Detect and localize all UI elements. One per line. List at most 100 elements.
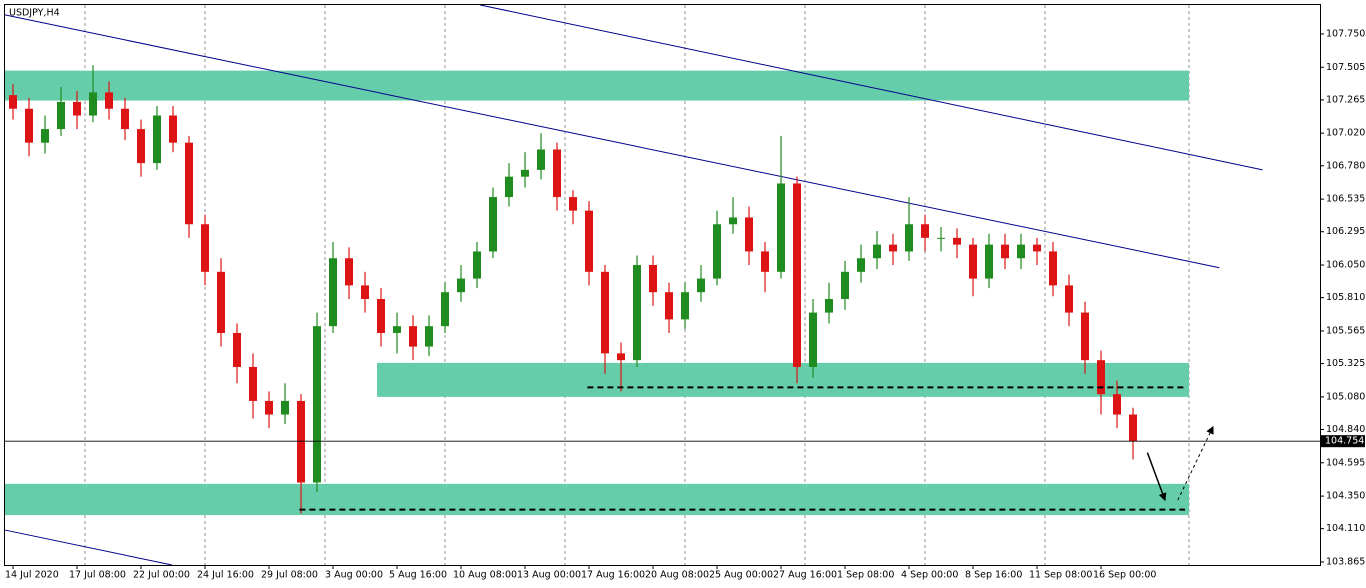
zone [377, 362, 1189, 397]
y-tick-label: 107.265 [1326, 94, 1365, 105]
y-tick-label: 104.350 [1326, 491, 1365, 502]
candle-body [953, 237, 961, 245]
candle-body [393, 326, 401, 333]
x-tick-label: 14 Jul 2020 [5, 570, 59, 581]
candle-body [473, 251, 481, 279]
arrow [1146, 452, 1167, 502]
y-tick-label: 107.750 [1326, 28, 1365, 39]
candle-body [249, 366, 257, 401]
candle-body [25, 108, 33, 143]
candle-body [1081, 312, 1089, 361]
candle-body [489, 197, 497, 252]
layer [4, 4, 1320, 566]
candle-body [633, 265, 641, 361]
candle-body [681, 292, 689, 320]
x-tick-label: 27 Aug 16:00 [773, 570, 837, 581]
candle-body [457, 278, 465, 293]
x-tick-label: 24 Jul 16:00 [197, 570, 254, 581]
y-tick-label: 104.595 [1326, 457, 1365, 468]
candle-body [1113, 394, 1121, 415]
candle-body [873, 244, 881, 259]
x-tick-label: 25 Aug 00:00 [709, 570, 773, 581]
x-tick-label: 20 Aug 08:00 [645, 570, 709, 581]
y-tick-label: 106.295 [1326, 226, 1365, 237]
candle-body [841, 271, 849, 299]
candle-body [409, 326, 417, 347]
candle-body [665, 292, 673, 320]
x-tick-label: 17 Aug 16:00 [581, 570, 645, 581]
candle-body [569, 197, 577, 211]
candle-body [505, 176, 513, 198]
candle-body [169, 115, 177, 143]
trendline [4, 529, 173, 566]
candle-body [761, 251, 769, 272]
x-tick-label: 13 Aug 00:00 [517, 570, 581, 581]
candle-body [649, 265, 657, 293]
candle-body [1017, 244, 1025, 259]
candle-body [777, 183, 785, 272]
candle-body [329, 258, 337, 327]
trendline [480, 4, 1263, 171]
candle-body [89, 92, 97, 116]
candle-body [313, 326, 321, 483]
y-tick-label: 107.505 [1326, 62, 1365, 73]
candle-body [713, 224, 721, 279]
candle-body [1129, 414, 1137, 442]
current-price-box [1321, 435, 1365, 448]
candle-body [297, 400, 305, 483]
candle-body [233, 332, 241, 367]
candle-body [377, 299, 385, 333]
plot-frame [4, 4, 1321, 566]
candle-body [729, 217, 737, 225]
x-tick-label: 22 Jul 00:00 [133, 570, 190, 581]
candle-body [121, 108, 129, 130]
candle-body [1097, 360, 1105, 395]
y-tick-label: 103.865 [1326, 557, 1365, 568]
y-tick-label: 106.780 [1326, 160, 1365, 171]
candle-body [185, 142, 193, 225]
trendline [4, 14, 1220, 269]
candle-body [425, 326, 433, 347]
y-tick-label: 105.325 [1326, 358, 1365, 369]
y-tick-label: 104.840 [1326, 424, 1365, 435]
candle-body [73, 101, 81, 116]
candle-body [857, 258, 865, 272]
candle-body [553, 149, 561, 198]
x-tick-label: 29 Jul 08:00 [261, 570, 318, 581]
candle-body [697, 278, 705, 293]
candle-body [889, 244, 897, 252]
y-tick-label: 106.050 [1326, 260, 1365, 271]
candle-body [809, 312, 817, 367]
candle-body [985, 244, 993, 279]
candle-body [793, 183, 801, 367]
candle-body [601, 271, 609, 354]
y-tick-label: 105.810 [1326, 292, 1365, 303]
x-tick-label: 1 Sep 08:00 [837, 570, 894, 581]
candle-body [57, 101, 65, 130]
candle-body [217, 271, 225, 333]
candle-body [1001, 244, 1009, 259]
candle-body [1065, 285, 1073, 313]
candle-body [345, 258, 353, 286]
y-tick-label: 107.020 [1326, 128, 1365, 139]
x-tick-label: 3 Aug 00:00 [325, 570, 383, 581]
candle-body [105, 92, 113, 109]
x-tick-label: 8 Sep 16:00 [965, 570, 1022, 581]
x-tick-label: 16 Sep 00:00 [1093, 570, 1156, 581]
candle-body [1049, 251, 1057, 286]
candle-body [281, 400, 289, 415]
x-tick-label: 10 Aug 08:00 [453, 570, 517, 581]
x-tick-label: 17 Jul 08:00 [69, 570, 126, 581]
candle-body [969, 244, 977, 279]
candle-body [921, 224, 929, 238]
y-tick-label: 105.565 [1326, 325, 1365, 336]
candle-body [937, 237, 945, 239]
candle-body [585, 210, 593, 272]
candle-body [905, 224, 913, 252]
candle-body [441, 292, 449, 327]
candle-body [617, 353, 625, 361]
y-tick-label: 105.080 [1326, 391, 1365, 402]
candle-body [201, 224, 209, 272]
